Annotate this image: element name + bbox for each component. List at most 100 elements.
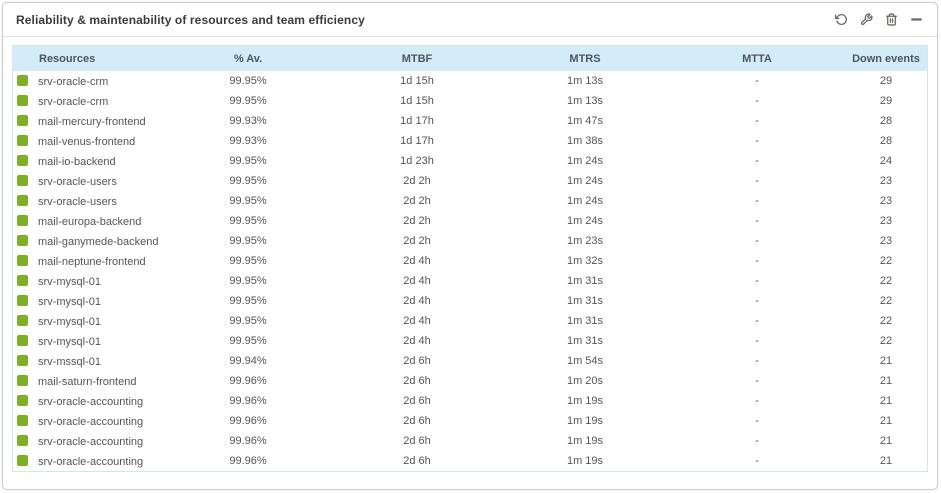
resource-name: mail-neptune-frontend [38, 255, 146, 268]
table-row: mail-io-backend 99.95% 1d 23h 1m 24s - 2… [13, 151, 927, 171]
status-square-icon [17, 374, 28, 386]
mtta-cell: - [669, 431, 845, 451]
table-row: mail-neptune-frontend 99.95% 2d 4h 1m 32… [13, 251, 927, 271]
mtrs-cell: 1m 24s [501, 191, 669, 211]
resource-name: srv-oracle-accounting [38, 455, 144, 468]
mtbf-cell: 1d 23h [333, 151, 501, 171]
mtbf-cell: 2d 4h [333, 311, 501, 331]
down-events-cell: 22 [845, 271, 927, 291]
table-row: mail-ganymede-backend 99.95% 2d 2h 1m 23… [13, 231, 927, 251]
mtta-cell: - [669, 311, 845, 331]
mtrs-cell: 1m 19s [501, 411, 669, 431]
column-header-mtbf: MTBF [333, 46, 501, 71]
availability-cell: 99.95% [163, 151, 333, 171]
mtta-cell: - [669, 111, 845, 131]
down-events-cell: 24 [845, 151, 927, 171]
wrench-button[interactable] [858, 11, 875, 28]
status-square-icon [17, 414, 28, 426]
availability-cell: 99.95% [163, 231, 333, 251]
mtta-cell: - [669, 411, 845, 431]
status-square-icon [17, 154, 28, 166]
mtta-cell: - [669, 451, 845, 471]
resource-name: srv-oracle-accounting [38, 435, 144, 448]
table-body: srv-oracle-crm 99.95% 1d 15h 1m 13s - 29… [13, 71, 927, 471]
down-events-cell: 21 [845, 451, 927, 471]
mtbf-cell: 2d 2h [333, 211, 501, 231]
status-square-icon [17, 74, 28, 86]
resource-cell: mail-neptune-frontend [13, 251, 163, 271]
table-row: srv-oracle-users 99.95% 2d 2h 1m 24s - 2… [13, 191, 927, 211]
mtta-cell: - [669, 351, 845, 371]
status-square-icon [17, 234, 28, 246]
resource-name: srv-mysql-01 [38, 315, 101, 328]
trash-button[interactable] [883, 11, 900, 28]
column-header-mtrs: MTRS [501, 46, 669, 71]
mtta-cell: - [669, 151, 845, 171]
mtta-cell: - [669, 171, 845, 191]
table-row: srv-mysql-01 99.95% 2d 4h 1m 31s - 22 [13, 271, 927, 291]
resource-name: srv-mysql-01 [38, 295, 101, 308]
table-row: srv-oracle-crm 99.95% 1d 15h 1m 13s - 29 [13, 91, 927, 111]
column-header-mtta: MTTA [669, 46, 845, 71]
mtta-cell: - [669, 331, 845, 351]
resource-name: srv-oracle-accounting [38, 415, 144, 428]
table-row: srv-oracle-accounting 99.96% 2d 6h 1m 19… [13, 451, 927, 471]
status-square-icon [17, 454, 28, 466]
resource-name: srv-oracle-crm [38, 95, 109, 108]
mtbf-cell: 2d 2h [333, 191, 501, 211]
resource-name: srv-mssql-01 [38, 355, 101, 368]
status-square-icon [17, 94, 28, 106]
mtrs-cell: 1m 19s [501, 451, 669, 471]
status-square-icon [17, 314, 28, 326]
status-square-icon [17, 194, 28, 206]
resource-cell: srv-oracle-users [13, 171, 163, 191]
resource-cell: srv-mssql-01 [13, 351, 163, 371]
table-row: srv-mysql-01 99.95% 2d 4h 1m 31s - 22 [13, 291, 927, 311]
availability-cell: 99.96% [163, 391, 333, 411]
resource-name: srv-oracle-crm [38, 75, 109, 88]
table-row: srv-oracle-users 99.95% 2d 2h 1m 24s - 2… [13, 171, 927, 191]
resource-name: srv-mysql-01 [38, 275, 101, 288]
table-row: mail-saturn-frontend 99.96% 2d 6h 1m 20s… [13, 371, 927, 391]
mtta-cell: - [669, 91, 845, 111]
mtta-cell: - [669, 131, 845, 151]
mtrs-cell: 1m 54s [501, 351, 669, 371]
availability-cell: 99.95% [163, 91, 333, 111]
resource-cell: mail-venus-frontend [13, 131, 163, 151]
refresh-button[interactable] [833, 11, 850, 28]
availability-cell: 99.96% [163, 451, 333, 471]
mtbf-cell: 2d 2h [333, 231, 501, 251]
resource-cell: srv-mysql-01 [13, 331, 163, 351]
resource-name: mail-europa-backend [38, 215, 142, 228]
down-events-cell: 29 [845, 91, 927, 111]
table-row: srv-mysql-01 99.95% 2d 4h 1m 31s - 22 [13, 331, 927, 351]
column-header-resources: Resources [13, 46, 163, 71]
table-row: srv-mssql-01 99.94% 2d 6h 1m 54s - 21 [13, 351, 927, 371]
availability-cell: 99.95% [163, 271, 333, 291]
mtbf-cell: 2d 6h [333, 431, 501, 451]
availability-cell: 99.96% [163, 371, 333, 391]
table-row: srv-oracle-crm 99.95% 1d 15h 1m 13s - 29 [13, 71, 927, 91]
status-square-icon [17, 134, 28, 146]
down-events-cell: 21 [845, 351, 927, 371]
down-events-cell: 22 [845, 311, 927, 331]
panel-title: Reliability & maintenability of resource… [16, 12, 365, 27]
mtbf-cell: 1d 17h [333, 131, 501, 151]
mtrs-cell: 1m 23s [501, 231, 669, 251]
mtta-cell: - [669, 291, 845, 311]
resource-cell: srv-oracle-accounting [13, 431, 163, 451]
resource-cell: mail-io-backend [13, 151, 163, 171]
mtta-cell: - [669, 251, 845, 271]
down-events-cell: 23 [845, 191, 927, 211]
resource-cell: mail-ganymede-backend [13, 231, 163, 251]
mtrs-cell: 1m 19s [501, 431, 669, 451]
minimize-button[interactable] [908, 11, 925, 28]
mtbf-cell: 2d 4h [333, 271, 501, 291]
status-square-icon [17, 294, 28, 306]
down-events-cell: 28 [845, 131, 927, 151]
down-events-cell: 22 [845, 331, 927, 351]
mtrs-cell: 1m 24s [501, 171, 669, 191]
resource-cell: srv-oracle-crm [13, 71, 163, 91]
table-row: srv-oracle-accounting 99.96% 2d 6h 1m 19… [13, 411, 927, 431]
panel-toolbar [833, 11, 925, 28]
